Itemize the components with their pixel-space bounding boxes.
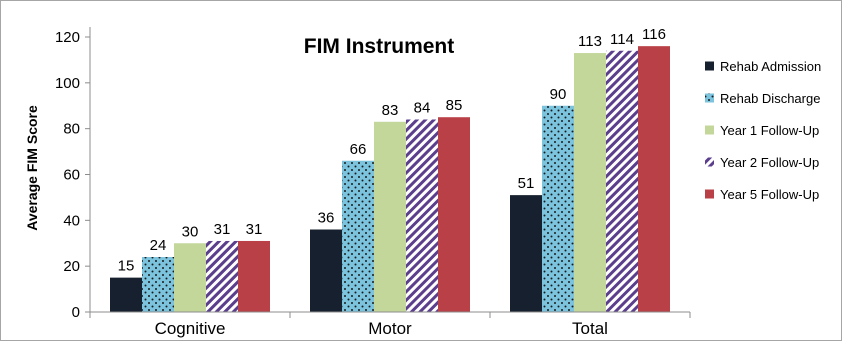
legend-swatch — [705, 61, 714, 71]
data-label: 66 — [350, 141, 367, 158]
bar — [342, 160, 374, 312]
y-tick-label: 80 — [63, 121, 80, 138]
data-label: 36 — [318, 210, 335, 227]
bar — [374, 121, 406, 313]
legend-label: Year 2 Follow-Up — [720, 155, 819, 170]
bar — [206, 240, 238, 312]
bar — [638, 46, 670, 313]
bar — [110, 277, 142, 312]
bar — [310, 229, 342, 312]
data-label: 15 — [118, 258, 135, 275]
data-label: 30 — [182, 223, 199, 240]
bar — [174, 243, 206, 312]
x-tick-label: Cognitive — [155, 319, 226, 338]
bar — [542, 105, 574, 312]
data-label: 31 — [214, 221, 231, 238]
data-label: 24 — [150, 237, 167, 254]
y-axis: 0 20 40 60 80 100 120 — [55, 27, 91, 321]
data-label: 84 — [414, 100, 431, 117]
y-tick-label: 0 — [72, 304, 80, 321]
y-tick-label: 40 — [63, 212, 80, 229]
y-tick-label: 20 — [63, 258, 80, 275]
legend-swatch — [705, 189, 714, 199]
data-label: 51 — [518, 175, 535, 192]
bar — [406, 119, 438, 312]
data-label: 85 — [446, 97, 463, 114]
data-label: 113 — [578, 33, 602, 50]
y-tick-label: 60 — [63, 167, 80, 184]
legend-swatch — [705, 93, 714, 103]
chart-title: FIM Instrument — [304, 35, 455, 58]
bar — [238, 240, 270, 312]
legend: Rehab Admission Rehab Discharge Year 1 Fol… — [705, 59, 821, 202]
y-tick-label: 120 — [55, 29, 80, 46]
data-label: 83 — [382, 102, 399, 119]
x-tick-label: Total — [572, 319, 608, 338]
bar — [510, 195, 542, 312]
y-tick-label: 100 — [55, 75, 80, 92]
bar — [142, 257, 174, 312]
x-axis: Cognitive Motor Total — [89, 311, 691, 338]
legend-label: Year 1 Follow-Up — [720, 123, 819, 138]
legend-swatch — [705, 125, 714, 135]
x-tick-label: Motor — [368, 319, 412, 338]
data-label: 31 — [246, 221, 263, 238]
bar — [438, 117, 470, 312]
data-label: 90 — [550, 86, 567, 103]
bar-group: 15 24 30 31 31 36 66 83 84 85 51 90 113 114 116 — [110, 26, 670, 313]
legend-label: Year 5 Follow-Up — [720, 187, 819, 202]
bar — [606, 50, 638, 312]
data-label: 116 — [642, 26, 666, 43]
legend-label: Rehab Discharge — [720, 91, 820, 106]
legend-swatch — [705, 157, 714, 167]
data-label: 114 — [610, 31, 634, 48]
y-axis-label: Average FIM Score — [24, 105, 40, 231]
legend-label: Rehab Admission — [720, 59, 821, 74]
bar — [574, 53, 606, 313]
